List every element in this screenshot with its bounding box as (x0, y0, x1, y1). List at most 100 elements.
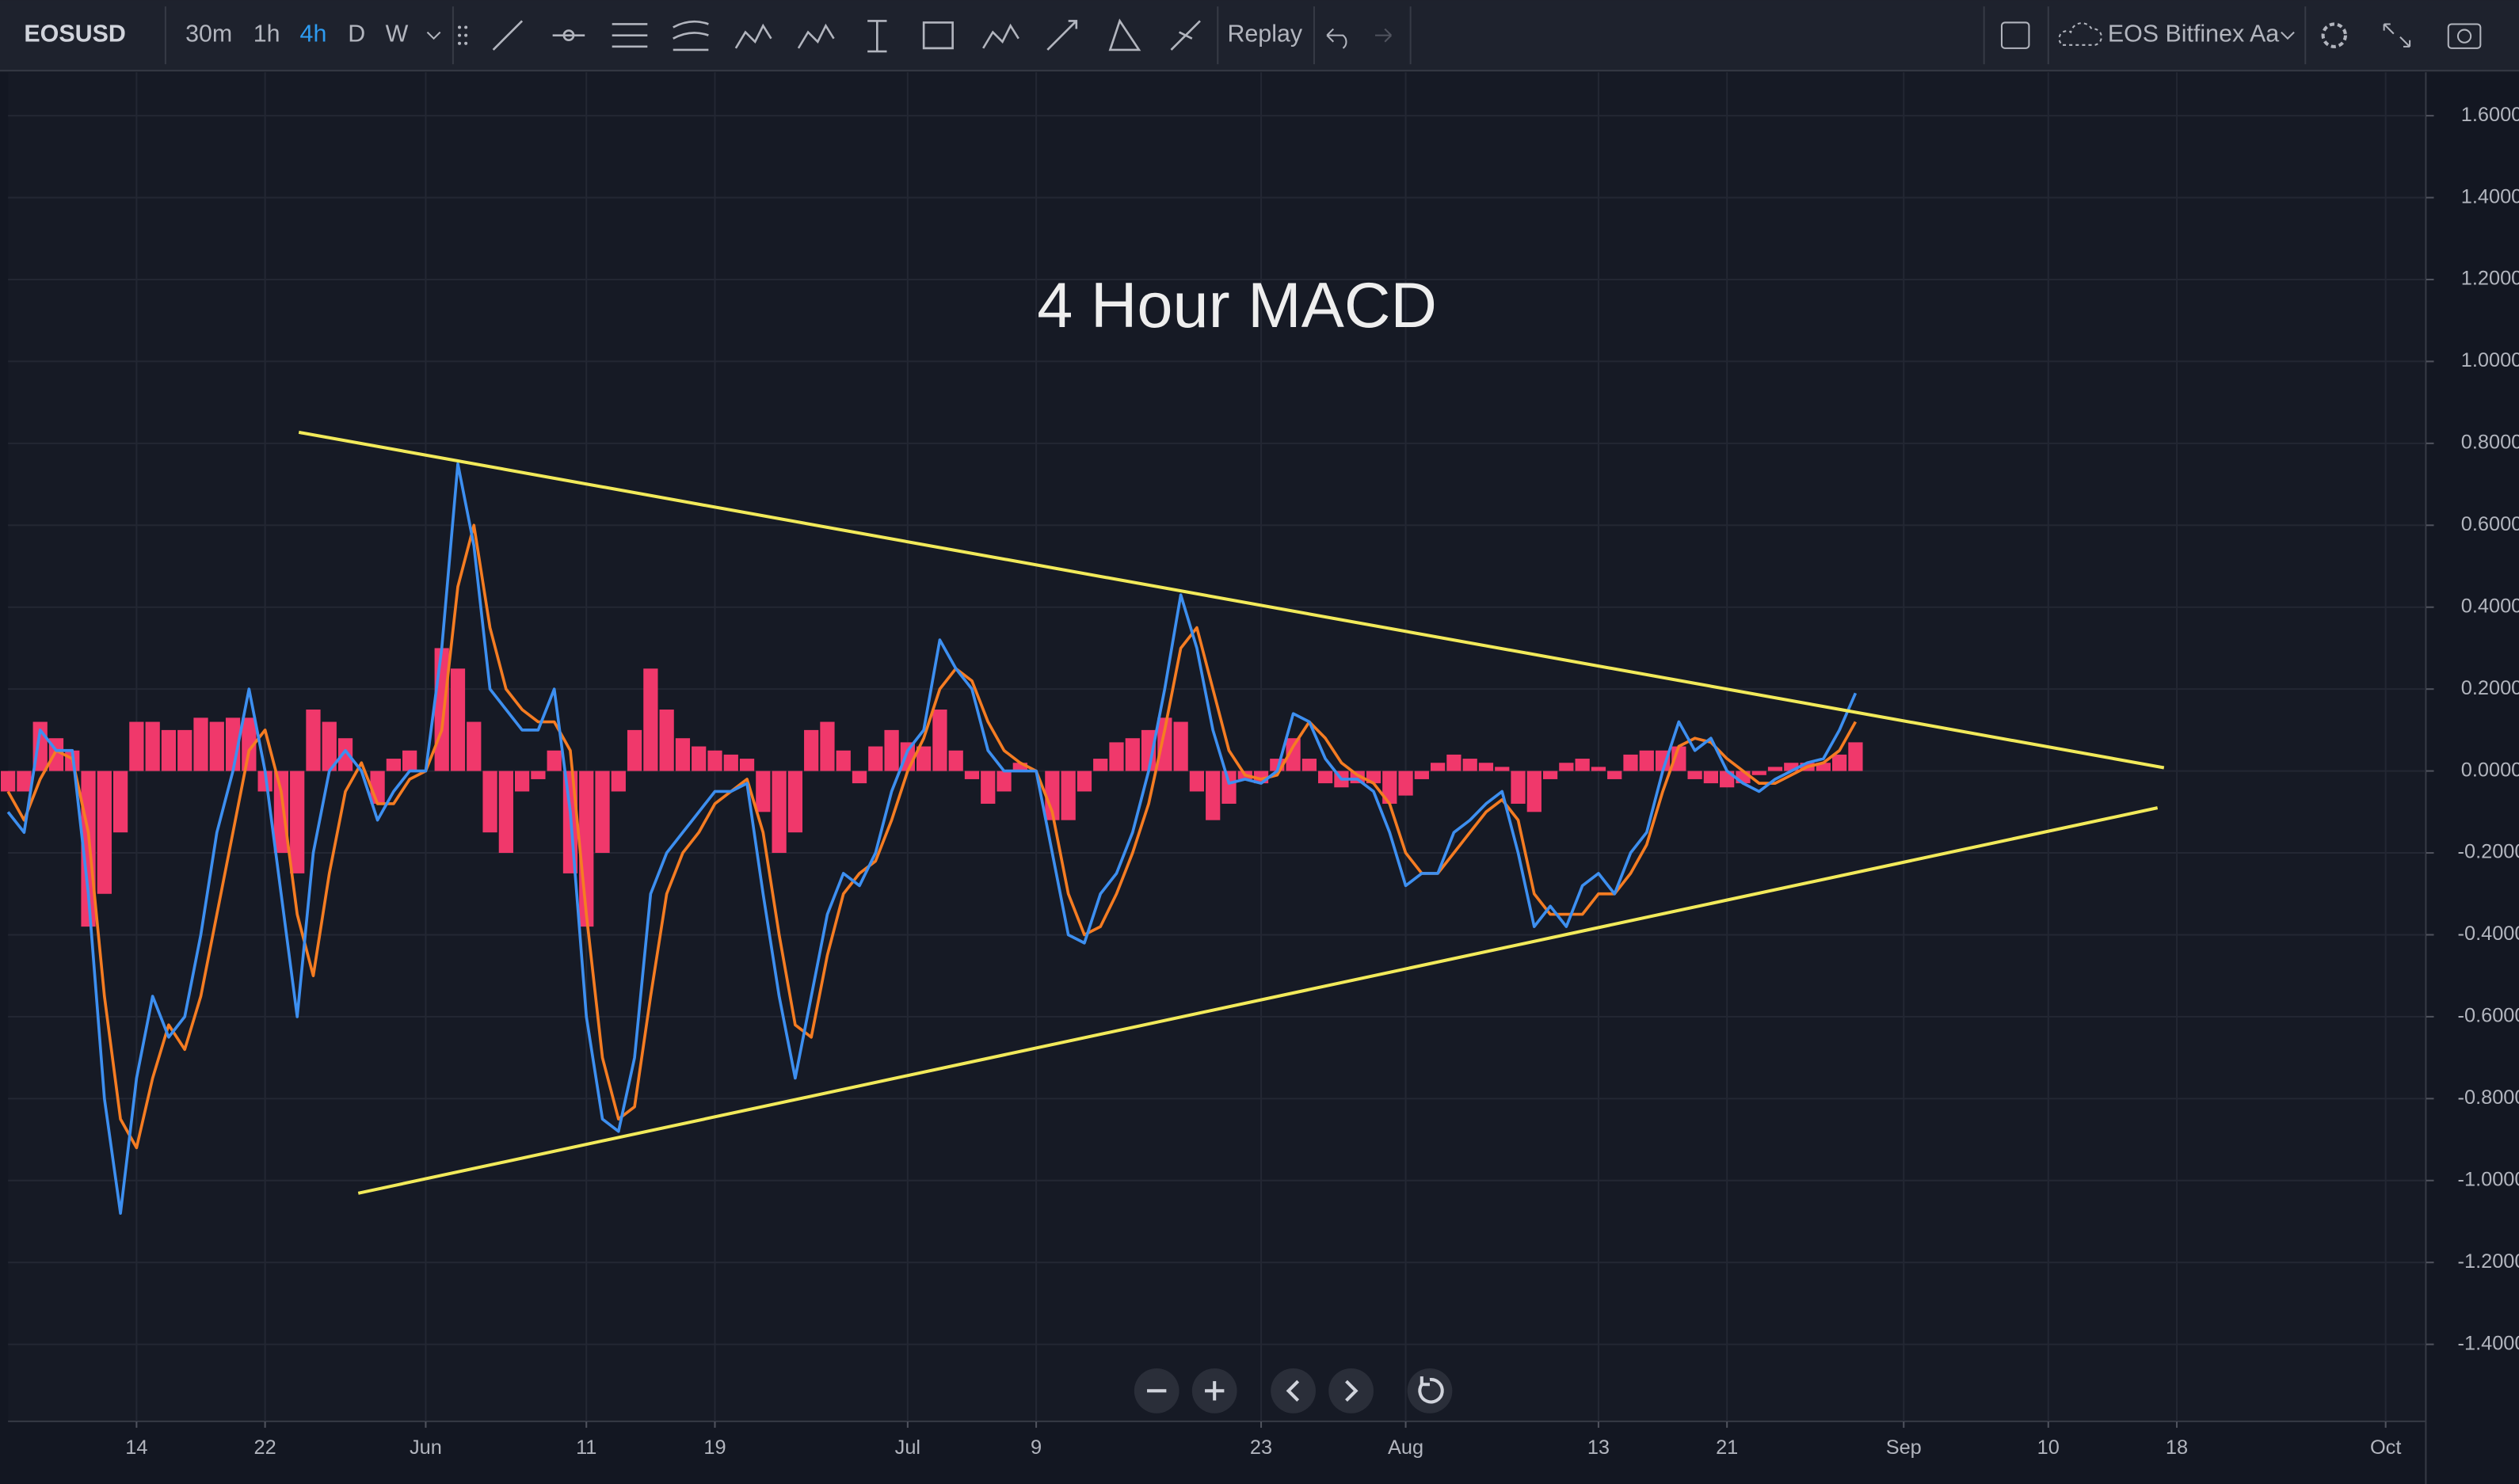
histogram-bar (1109, 742, 1124, 771)
y-tick-label: -0.2000 (2458, 841, 2519, 863)
interval-button[interactable]: 30m (185, 21, 232, 48)
select-button[interactable] (2000, 21, 2030, 49)
histogram-bar (193, 717, 208, 771)
y-tick-label: -0.8000 (2458, 1086, 2519, 1109)
histogram-bar (242, 717, 257, 771)
histogram-bar (707, 750, 722, 771)
series-line (6, 462, 1858, 1215)
drawing-tool[interactable] (922, 21, 954, 50)
scroll-left-button[interactable] (1271, 1368, 1316, 1414)
drawing-tool[interactable] (867, 20, 887, 53)
symbol[interactable]: EOSUSD (24, 21, 125, 48)
histogram-bar (498, 771, 513, 854)
y-tick-label: 0.4000 (2461, 595, 2519, 617)
histogram-bar (386, 759, 402, 771)
drawing-tool[interactable] (734, 23, 772, 49)
histogram-bar (627, 729, 642, 771)
histogram-bar (772, 771, 787, 854)
y-tick-label: -1.4000 (2458, 1332, 2519, 1354)
histogram-bar (1173, 721, 1188, 771)
trendline[interactable] (298, 430, 2165, 770)
drawing-tool[interactable] (1046, 20, 1078, 51)
histogram-bar (884, 729, 899, 771)
histogram-bar (611, 771, 626, 792)
histogram-bar (756, 771, 771, 812)
histogram-bar (1093, 759, 1108, 771)
histogram-bar (1784, 763, 1799, 771)
interval-button[interactable]: D (348, 21, 365, 48)
histogram-bar (820, 721, 835, 771)
x-tick-label: 14 (125, 1436, 147, 1459)
x-tick-label: 13 (1587, 1436, 1610, 1459)
histogram-bar (1832, 754, 1847, 771)
histogram-bar (161, 729, 177, 771)
y-tick-label: -1.2000 (2458, 1250, 2519, 1273)
drawing-tool[interactable] (673, 20, 709, 51)
settings-button[interactable] (2321, 22, 2347, 48)
drawing-tool[interactable] (797, 23, 835, 49)
y-tick-label: 0.0000 (2461, 759, 2519, 781)
histogram-bar (1061, 771, 1076, 820)
histogram-bar (177, 729, 192, 771)
histogram-bar (1848, 742, 1863, 771)
chart-annotation: 4 Hour MACD (1037, 270, 1437, 341)
left-icon (1286, 1379, 1300, 1402)
reset-button[interactable] (1407, 1368, 1453, 1414)
histogram-bar (932, 710, 947, 771)
y-tick-label: 1.2000 (2461, 268, 2519, 290)
histogram-bar (514, 771, 530, 792)
grip-dot (457, 41, 462, 45)
interval-button[interactable]: W (386, 21, 409, 48)
histogram-bar (1542, 771, 1558, 779)
histogram-bar (450, 668, 466, 771)
histogram-bar (1301, 759, 1317, 771)
toolbar (0, 0, 2519, 71)
drawing-tool[interactable] (552, 29, 585, 42)
histogram-bar (1607, 771, 1622, 779)
histogram-bar (643, 668, 658, 771)
layout-name[interactable]: EOS Bitfinex Aa (2108, 21, 2279, 48)
interval-button[interactable]: 4h (300, 21, 327, 48)
replay-button[interactable]: Replay (1227, 21, 1302, 48)
snapshot-button[interactable] (2447, 23, 2482, 49)
histogram-bar (467, 721, 482, 771)
x-tick-label: Oct (2370, 1436, 2401, 1459)
histogram-bar (1462, 759, 1477, 771)
histogram-bar (1591, 767, 1606, 771)
snapshot-lens (2456, 29, 2472, 44)
drawing-tool[interactable] (1108, 18, 1141, 51)
histogram-bar (209, 721, 224, 771)
histogram-bar (1495, 767, 1510, 771)
drawing-tools (457, 18, 1201, 53)
histogram-bar (1526, 771, 1542, 812)
reset-icon (1418, 1376, 1444, 1404)
trendline[interactable] (357, 806, 2159, 1195)
scroll-right-button[interactable] (1328, 1368, 1374, 1414)
interval-button[interactable]: 1h (253, 21, 280, 48)
y-tick-label: 0.8000 (2461, 432, 2519, 454)
grip-dot (464, 33, 468, 37)
drawing-tool[interactable] (982, 23, 1019, 49)
undo-button[interactable] (1326, 28, 1347, 49)
fullscreen-button[interactable] (2383, 23, 2411, 48)
histogram-bar (1221, 771, 1237, 804)
histogram-bar (1559, 763, 1574, 771)
histogram-bar (17, 771, 32, 792)
interval-dropdown[interactable] (426, 31, 441, 40)
x-tick-label: 18 (2166, 1436, 2188, 1459)
x-tick-label: 9 (1031, 1436, 1042, 1459)
drawing-tool[interactable] (612, 23, 648, 48)
histogram-bar (1639, 750, 1654, 771)
right-icon (1345, 1379, 1359, 1402)
y-tick-label: 0.2000 (2461, 677, 2519, 699)
histogram-bar (1751, 771, 1766, 775)
drawing-tool[interactable] (1170, 20, 1201, 51)
grip-dot (464, 25, 468, 29)
y-tick-label: 1.0000 (2461, 349, 2519, 371)
drawing-tool[interactable] (492, 20, 524, 51)
layout-dropdown[interactable] (2281, 31, 2295, 40)
x-tick-label: 21 (1716, 1436, 1738, 1459)
histogram-bar (482, 771, 497, 833)
histogram-bar (273, 771, 289, 854)
y-tick-label: -1.0000 (2458, 1168, 2519, 1190)
